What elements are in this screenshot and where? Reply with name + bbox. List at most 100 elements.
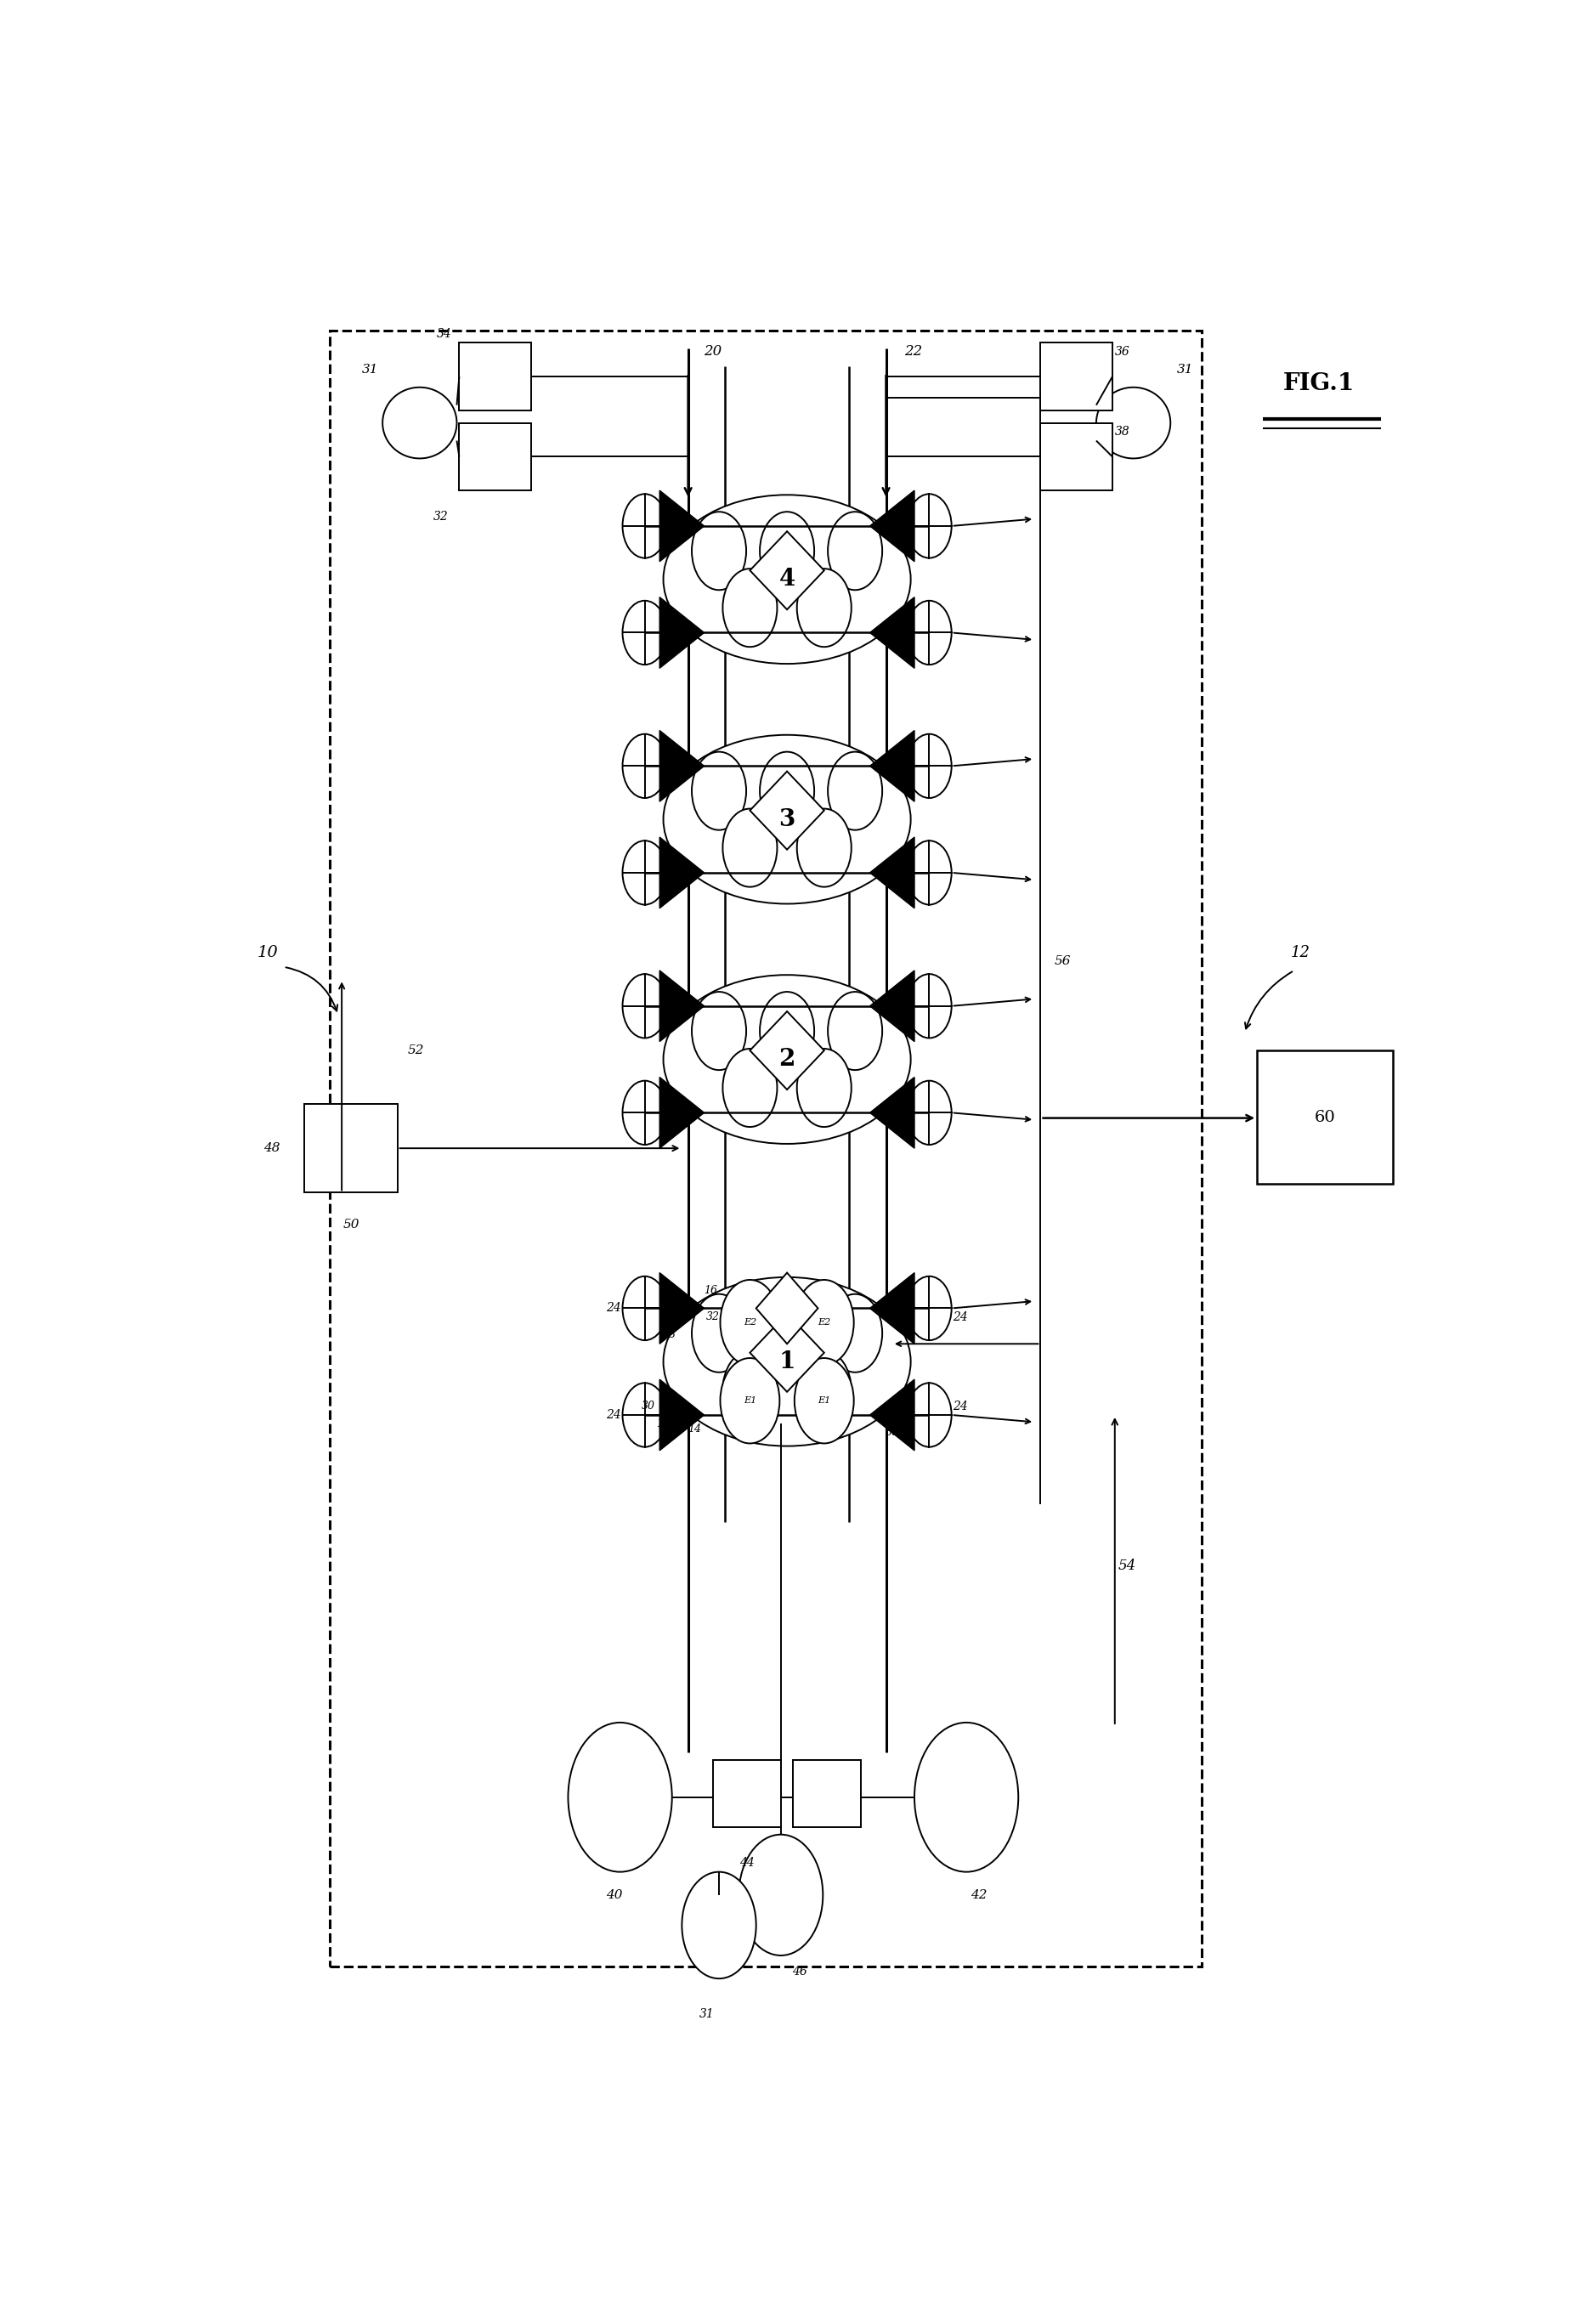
Text: FIG.1: FIG.1 (1283, 372, 1355, 395)
Text: 44: 44 (739, 1856, 755, 1868)
Bar (329, 330, 1202, 1967)
Polygon shape (750, 771, 824, 850)
Text: 48: 48 (263, 1143, 279, 1154)
Circle shape (691, 513, 747, 591)
Circle shape (723, 808, 777, 887)
Circle shape (691, 1293, 747, 1372)
Circle shape (622, 840, 667, 905)
Text: 30: 30 (642, 1402, 656, 1411)
Text: 34: 34 (437, 328, 452, 339)
Text: 30: 30 (659, 1286, 672, 1295)
Polygon shape (870, 1076, 915, 1148)
Text: 4: 4 (779, 568, 795, 591)
Polygon shape (659, 838, 704, 907)
Text: 10: 10 (257, 944, 278, 961)
Polygon shape (757, 1272, 819, 1344)
Circle shape (622, 600, 667, 665)
Circle shape (691, 993, 747, 1069)
Circle shape (828, 513, 883, 591)
Polygon shape (870, 598, 915, 667)
Text: 24: 24 (953, 1312, 967, 1323)
Bar (1041, 342, 1112, 411)
Circle shape (720, 1358, 779, 1443)
Circle shape (907, 1081, 951, 1145)
Text: 1: 1 (779, 1351, 795, 1374)
Circle shape (795, 1358, 854, 1443)
Text: 24: 24 (953, 1399, 967, 1413)
Text: 50: 50 (343, 1219, 359, 1231)
Circle shape (622, 494, 667, 559)
Circle shape (796, 1048, 851, 1127)
Text: 31: 31 (699, 2009, 713, 2020)
Bar (793, 1759, 862, 1826)
Polygon shape (870, 970, 915, 1041)
Text: E2: E2 (744, 1318, 757, 1328)
Bar (305, 1104, 397, 1194)
Bar (460, 342, 531, 411)
Bar (1041, 423, 1112, 490)
Text: 58: 58 (662, 1330, 677, 1342)
Text: 54: 54 (1119, 1559, 1136, 1572)
Circle shape (622, 734, 667, 799)
Circle shape (907, 840, 951, 905)
Circle shape (907, 734, 951, 799)
Text: 32: 32 (433, 510, 448, 524)
Circle shape (622, 1081, 667, 1145)
Text: 12: 12 (1291, 944, 1310, 961)
Polygon shape (750, 531, 824, 610)
Circle shape (568, 1723, 672, 1873)
Text: 30: 30 (886, 1427, 899, 1439)
Polygon shape (659, 730, 704, 801)
Circle shape (739, 1836, 824, 1956)
Text: 16: 16 (704, 1286, 717, 1295)
Polygon shape (870, 490, 915, 561)
Circle shape (915, 1723, 1018, 1873)
Circle shape (907, 1277, 951, 1339)
Text: 14: 14 (688, 1425, 701, 1434)
Text: 52: 52 (407, 1044, 425, 1058)
Bar (1258, 1051, 1393, 1185)
Circle shape (907, 494, 951, 559)
Circle shape (828, 993, 883, 1069)
Ellipse shape (383, 388, 456, 459)
Circle shape (622, 1383, 667, 1448)
Circle shape (796, 568, 851, 647)
Circle shape (723, 1351, 777, 1429)
Ellipse shape (664, 1277, 911, 1445)
Polygon shape (750, 1314, 824, 1392)
Polygon shape (750, 1011, 824, 1090)
Ellipse shape (664, 974, 911, 1143)
Polygon shape (870, 1378, 915, 1450)
Text: 16: 16 (886, 1402, 899, 1411)
Polygon shape (659, 1076, 704, 1148)
Ellipse shape (664, 494, 911, 663)
Circle shape (907, 974, 951, 1039)
Bar (713, 1759, 780, 1826)
Circle shape (760, 993, 814, 1069)
Text: 3: 3 (779, 808, 795, 831)
Ellipse shape (664, 734, 911, 903)
Polygon shape (870, 730, 915, 801)
Circle shape (795, 1279, 854, 1365)
Circle shape (796, 1351, 851, 1429)
Polygon shape (659, 490, 704, 561)
Text: 24: 24 (606, 1302, 621, 1314)
Text: 38: 38 (1114, 425, 1130, 439)
Circle shape (760, 753, 814, 829)
Text: 18: 18 (656, 1418, 670, 1429)
Circle shape (622, 1277, 667, 1339)
Text: 22: 22 (905, 344, 922, 358)
Text: 40: 40 (605, 1889, 622, 1900)
Text: 36: 36 (1114, 346, 1130, 358)
Circle shape (760, 1293, 814, 1372)
Circle shape (622, 974, 667, 1039)
Circle shape (723, 568, 777, 647)
Circle shape (828, 1293, 883, 1372)
Text: 56: 56 (1055, 956, 1071, 967)
Text: 20: 20 (704, 344, 721, 358)
Circle shape (907, 600, 951, 665)
Bar (460, 423, 531, 490)
Text: 2: 2 (779, 1048, 795, 1071)
Circle shape (691, 753, 747, 829)
Text: 42: 42 (970, 1889, 986, 1900)
